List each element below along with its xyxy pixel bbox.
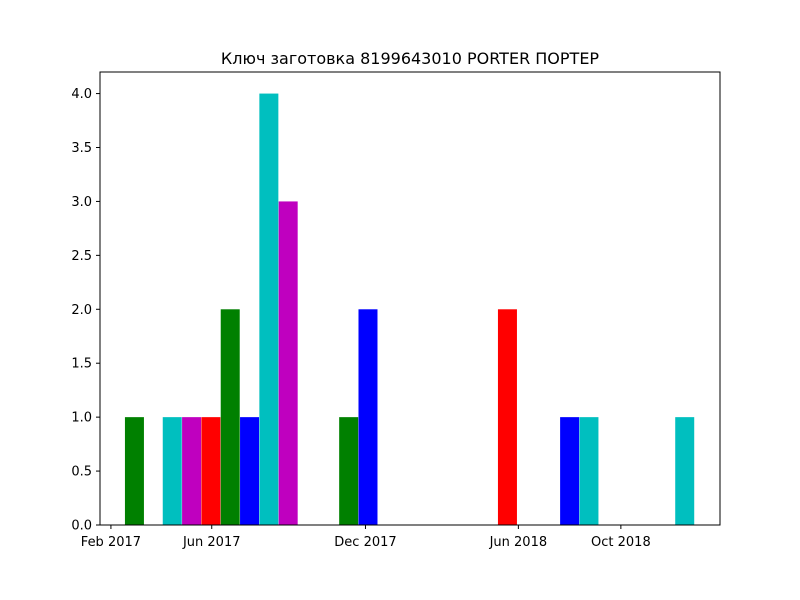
y-tick-label-0: 0.0 (71, 519, 92, 534)
x-tick-label-2: Dec 2017 (334, 535, 396, 550)
x-tick-label-0: Feb 2017 (81, 535, 141, 550)
bar-10 (497, 309, 517, 525)
bar-7 (278, 201, 298, 525)
y-tick-label-3: 1.5 (71, 357, 92, 372)
y-tick-label-7: 3.5 (71, 141, 92, 156)
y-tick-label-2: 1.0 (71, 411, 92, 426)
bar-3 (201, 417, 221, 525)
x-tick-label-4: Oct 2018 (591, 535, 651, 550)
y-tick-label-4: 2.0 (71, 303, 92, 318)
chart-title: Ключ заготовка 8199643010 PORTER ПОРТЕР (221, 49, 600, 68)
bars-layer (124, 93, 695, 525)
plot-area-frame (99, 71, 721, 526)
bar-1 (162, 417, 182, 525)
y-tick-label-8: 4.0 (71, 87, 92, 102)
bar-9 (358, 309, 378, 525)
x-tick-label-1: Jun 2017 (182, 535, 241, 550)
bar-4 (220, 309, 240, 525)
bar-2 (182, 417, 202, 525)
y-tick-label-5: 2.5 (71, 249, 92, 264)
y-tick-label-6: 3.0 (71, 195, 92, 210)
axis-ticks: 0.0 0.5 1.0 1.5 2.0 2.5 3.0 3.5 4.0 Feb 2017 Jun 2… (71, 87, 650, 550)
bar-6 (259, 93, 279, 525)
bar-8 (339, 417, 359, 525)
bar-13 (675, 417, 695, 525)
x-tick-label-3: Jun 2018 (489, 535, 548, 550)
y-tick-label-1: 0.5 (71, 465, 92, 480)
bar-11 (560, 417, 580, 525)
bar-5 (240, 417, 260, 525)
bar-12 (579, 417, 599, 525)
bar-0 (124, 417, 144, 525)
